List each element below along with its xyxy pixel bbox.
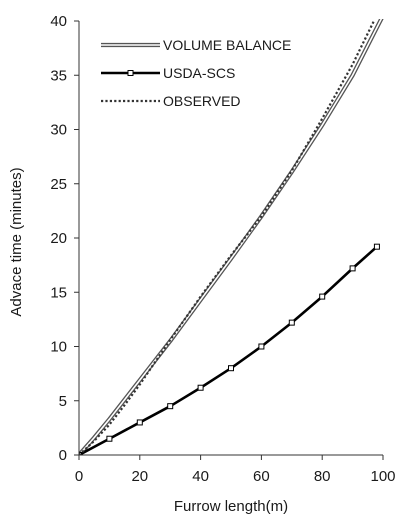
series-line	[79, 245, 378, 455]
data-point	[349, 265, 356, 272]
y-tick-label: 15	[50, 284, 67, 301]
legend-label: USDA-SCS	[163, 65, 235, 81]
series-observed	[79, 20, 375, 455]
x-tick-label: 20	[131, 468, 148, 485]
data-point	[258, 343, 265, 350]
legend-item: USDA-SCS	[101, 65, 235, 81]
series-line-inner	[79, 19, 383, 455]
x-axis-title: Furrow length(m)	[174, 498, 288, 515]
y-tick-label: 10	[50, 339, 67, 356]
data-point	[228, 365, 234, 372]
series-line-outer	[79, 19, 384, 455]
series-layer	[79, 19, 384, 455]
x-tick-label: 80	[314, 468, 331, 485]
legend-label: OBSERVED	[163, 93, 241, 109]
y-axis-title: Advace time (minutes)	[8, 167, 25, 316]
legend-item: OBSERVED	[101, 93, 241, 109]
y-tick-label: 25	[50, 176, 67, 193]
data-point	[136, 419, 143, 426]
y-tick-label: 5	[59, 393, 67, 410]
y-tick-label: 30	[50, 122, 67, 139]
data-point	[319, 293, 326, 300]
y-tick-label: 0	[59, 447, 67, 464]
data-point	[167, 403, 174, 410]
y-tick-label: 20	[50, 230, 67, 247]
data-point	[106, 435, 113, 442]
data-point	[288, 319, 295, 326]
x-tick-label: 100	[370, 468, 395, 485]
x-tick-label: 40	[192, 468, 209, 485]
x-tick-label: 0	[75, 468, 83, 485]
legend-label: VOLUME BALANCE	[163, 37, 291, 53]
y-tick-label: 35	[50, 67, 67, 84]
data-point	[197, 384, 204, 391]
data-point	[373, 243, 380, 250]
x-tick-label: 60	[253, 468, 270, 485]
legend: VOLUME BALANCE USDA-SCS OBSERVED	[101, 37, 291, 109]
axes-layer: 0 5 10 15 20 25 30 35 40 0 20 40 60 80 100	[50, 13, 395, 485]
y-tick-label: 40	[50, 13, 67, 30]
legend-marker	[127, 70, 134, 76]
series-volume-balance	[79, 19, 384, 455]
series-usda-scs	[79, 243, 380, 455]
series-line	[79, 20, 375, 455]
legend-item: VOLUME BALANCE	[101, 37, 291, 53]
